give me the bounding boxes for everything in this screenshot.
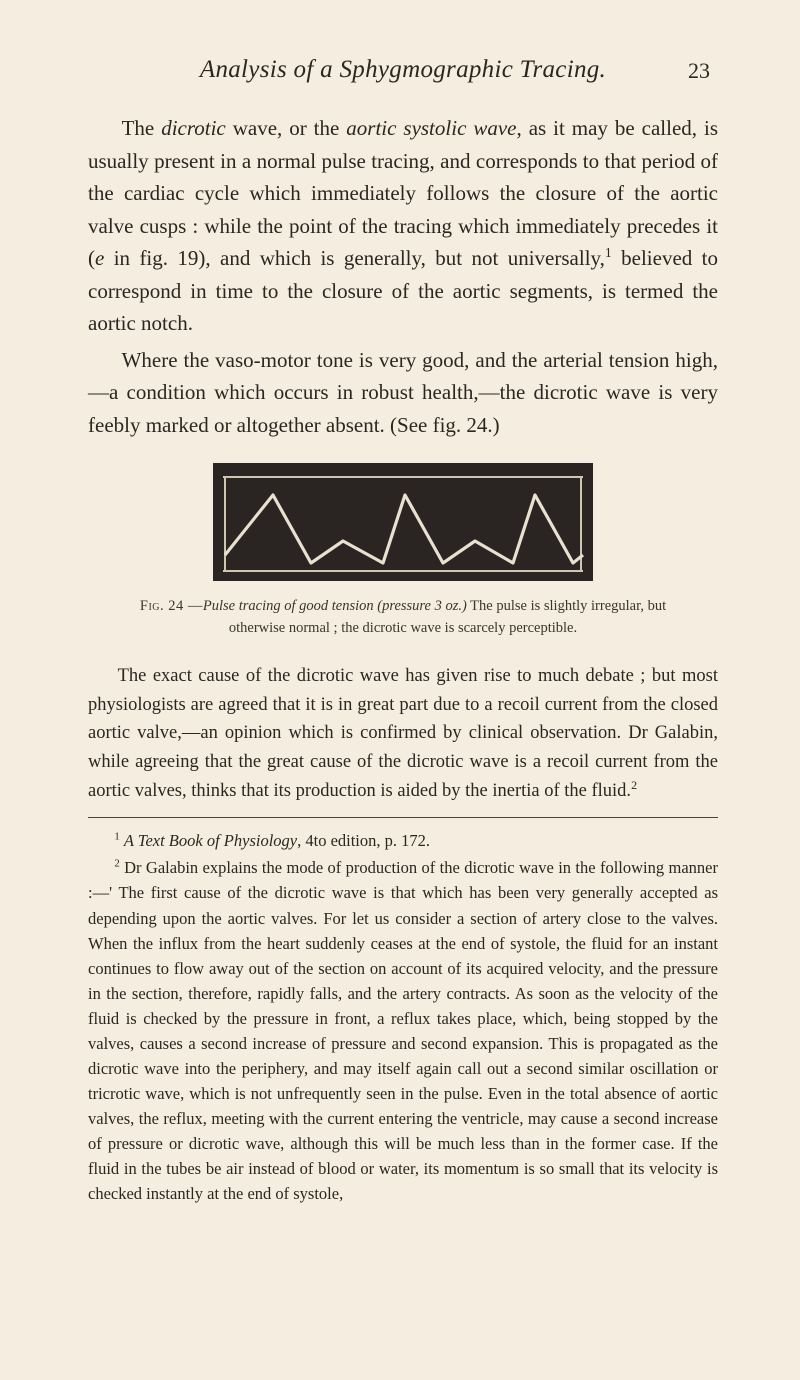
pulse-tracing-svg	[213, 463, 593, 581]
figure-24	[88, 463, 718, 586]
footnote-ref-1: 1	[605, 245, 612, 260]
footnote-1-title: A Text Book of Physiology	[124, 831, 297, 850]
footnote-marker-1: 1	[114, 831, 119, 843]
italic-aortic-systolic-wave: aortic systolic wave	[346, 116, 516, 140]
footnote-2: 2 Dr Galabin explains the mode of produc…	[88, 855, 718, 1206]
page-number: 23	[688, 58, 710, 84]
body-paragraph-1: The dicrotic wave, or the aortic systoli…	[88, 112, 718, 340]
footnote-rule	[88, 817, 718, 818]
italic-e: e	[95, 246, 104, 270]
text: The exact cause of the dicrotic wave has…	[88, 666, 718, 801]
footnote-ref-2: 2	[631, 778, 637, 792]
running-title: Analysis of a Sphygmographic Tracing.	[200, 56, 606, 84]
text: Dr Galabin explains the mode of producti…	[88, 858, 718, 1203]
figure-caption: Fig. 24 —Pulse tracing of good tension (…	[116, 596, 690, 640]
text: in fig. 19), and which is generally, but…	[104, 246, 605, 270]
text: , 4to edition, p. 172.	[297, 831, 430, 850]
text: Where the vaso-motor tone is very good, …	[88, 348, 718, 437]
secondary-paragraph: The exact cause of the dicrotic wave has…	[88, 662, 718, 805]
text: wave, or the	[226, 116, 347, 140]
page: Analysis of a Sphygmographic Tracing. 23…	[0, 0, 800, 1380]
italic-dicrotic: dicrotic	[161, 116, 226, 140]
figure-bg	[213, 463, 593, 581]
body-paragraph-2: Where the vaso-motor tone is very good, …	[88, 344, 718, 442]
pulse-tracing-figure	[213, 463, 593, 581]
caption-lead: Fig. 24 —	[140, 598, 203, 614]
footnote-1: 1 A Text Book of Physiology, 4to edition…	[88, 828, 718, 853]
caption-italic: Pulse tracing of good tension (pressure …	[203, 598, 467, 614]
running-head: Analysis of a Sphygmographic Tracing.	[88, 56, 718, 84]
text: The	[122, 116, 162, 140]
